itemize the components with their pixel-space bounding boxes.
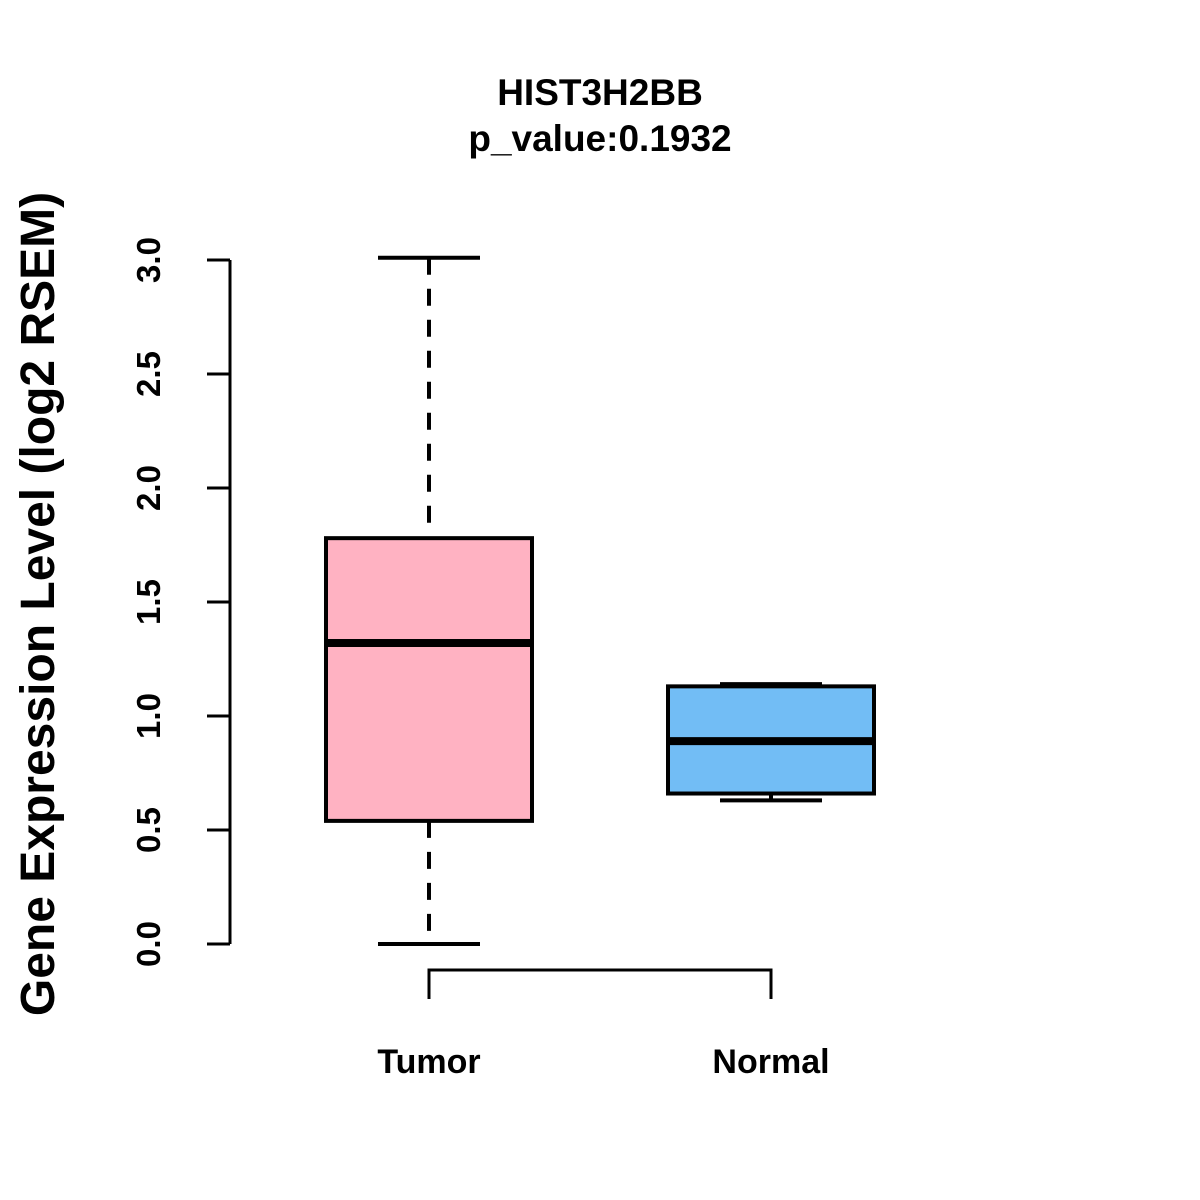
y-tick-label: 2.5 [130,351,167,397]
y-tick-label: 2.0 [130,465,167,511]
plot-area: 0.0 0.5 1.0 1.5 2.0 2.5 3.0 Tumor Normal [130,237,876,1081]
box-tumor [324,536,534,823]
y-tick-label: 1.5 [130,579,167,625]
chart-title: HIST3H2BB [497,72,703,113]
y-tick-label: 1.0 [130,693,167,739]
y-axis-label: Gene Expression Level (log2 RSEM) [12,192,65,1016]
chart-subtitle: p_value:0.1932 [468,118,731,159]
x-axis-bracket [427,968,773,999]
x-category-label-tumor: Tumor [377,1043,480,1081]
y-tick-label: 3.0 [130,237,167,283]
y-tick-label: 0.5 [130,807,167,853]
y-tick-label: 0.0 [130,921,167,967]
x-category-label-normal: Normal [712,1043,829,1081]
